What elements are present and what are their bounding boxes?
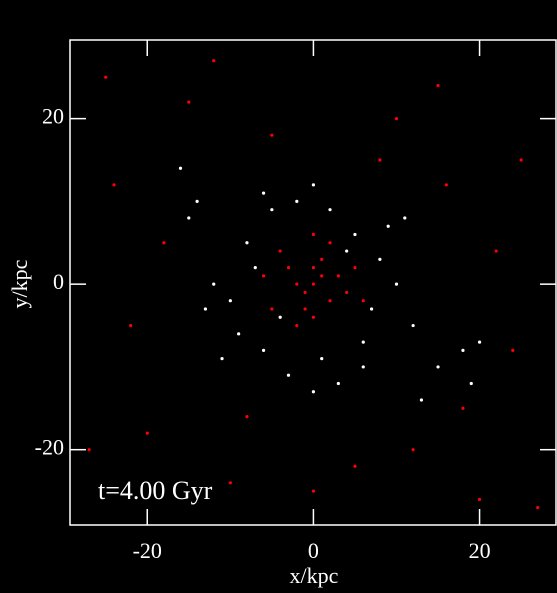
point xyxy=(303,290,307,295)
point xyxy=(129,323,133,328)
point xyxy=(336,274,340,278)
point xyxy=(519,158,523,162)
point xyxy=(336,381,340,386)
point xyxy=(212,59,216,63)
point xyxy=(311,232,316,237)
point xyxy=(494,249,498,253)
point xyxy=(369,307,374,311)
point xyxy=(228,299,232,303)
point xyxy=(477,340,482,344)
point xyxy=(345,249,349,253)
annotation: t=4.00 Gyr xyxy=(98,476,213,505)
point xyxy=(436,365,440,369)
point xyxy=(245,241,249,245)
point xyxy=(511,348,515,352)
point xyxy=(278,249,282,253)
point xyxy=(311,266,316,270)
point xyxy=(270,208,274,212)
point xyxy=(311,282,316,286)
point xyxy=(403,216,407,220)
point xyxy=(212,282,216,286)
point xyxy=(178,166,183,170)
point xyxy=(361,340,365,344)
point xyxy=(220,357,224,361)
point xyxy=(378,257,382,261)
point xyxy=(270,307,274,311)
point xyxy=(320,357,324,361)
point xyxy=(320,274,324,278)
point xyxy=(253,266,257,270)
point xyxy=(261,348,266,352)
y-axis-label: y/kpc xyxy=(7,259,32,308)
point xyxy=(328,241,332,245)
point xyxy=(270,133,274,137)
point xyxy=(461,348,465,352)
point xyxy=(311,315,316,319)
point xyxy=(386,224,390,228)
point xyxy=(187,100,191,104)
point xyxy=(311,489,316,493)
point xyxy=(295,199,299,203)
point xyxy=(361,299,365,303)
y-tick-label: 20 xyxy=(42,104,64,129)
point xyxy=(436,83,440,88)
point xyxy=(411,448,415,452)
point xyxy=(245,414,249,419)
x-tick-label: -20 xyxy=(133,538,162,563)
y-tick-label: 0 xyxy=(53,269,64,294)
point xyxy=(353,464,357,468)
point xyxy=(461,406,465,410)
point xyxy=(320,257,324,261)
point xyxy=(394,117,399,121)
point xyxy=(469,381,473,386)
point xyxy=(345,290,349,295)
point xyxy=(145,431,149,435)
point xyxy=(228,481,232,485)
point xyxy=(203,307,208,311)
point xyxy=(295,323,299,328)
point xyxy=(353,266,357,270)
point xyxy=(286,373,291,377)
point xyxy=(411,323,415,328)
x-axis-label: x/kpc xyxy=(290,563,339,588)
point xyxy=(112,183,116,187)
point xyxy=(104,75,108,79)
point xyxy=(237,332,241,336)
point xyxy=(311,183,316,187)
point xyxy=(444,183,448,187)
point xyxy=(261,274,266,278)
point xyxy=(278,315,282,319)
point xyxy=(328,208,332,212)
point xyxy=(361,365,365,369)
point xyxy=(378,158,382,162)
x-tick-label: 0 xyxy=(308,538,319,563)
x-tick-label: 20 xyxy=(469,538,491,563)
point xyxy=(162,241,166,245)
y-tick-label: -20 xyxy=(35,435,64,460)
point xyxy=(394,282,399,286)
point xyxy=(536,506,540,510)
point xyxy=(261,191,266,195)
point xyxy=(353,232,357,237)
point xyxy=(328,299,332,303)
point xyxy=(286,266,291,270)
point xyxy=(419,398,424,402)
point xyxy=(311,390,316,394)
point xyxy=(295,282,299,286)
points xyxy=(87,59,540,510)
point xyxy=(87,448,91,452)
point xyxy=(187,216,191,220)
point xyxy=(303,307,307,311)
point xyxy=(477,497,482,501)
point xyxy=(195,199,199,203)
